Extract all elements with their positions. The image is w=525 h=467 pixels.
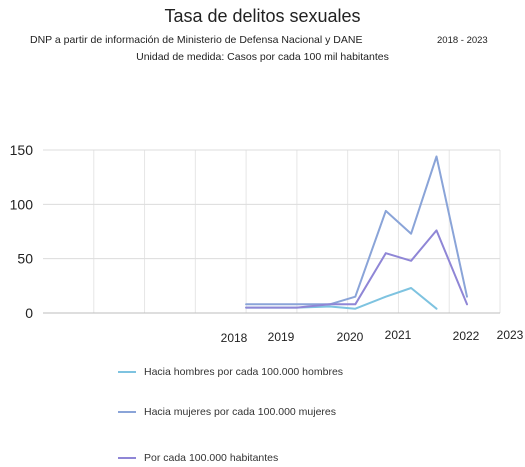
legend-label: Por cada 100.000 habitantes (144, 452, 279, 464)
x-tick-label: 2021 (385, 328, 412, 342)
y-tick-label: 50 (17, 251, 33, 267)
legend-item: Hacia hombres por cada 100.000 hombres (118, 363, 343, 381)
series-line-1 (245, 287, 438, 310)
legend-item: Por cada 100.000 habitantes (118, 449, 278, 467)
x-tick-label: 2022 (453, 329, 480, 343)
series-lines (245, 155, 468, 310)
x-tick-label: 2019 (268, 330, 295, 344)
line-chart: 0 50 100 150 2018 2019 2020 2021 2022 2023 (10, 142, 524, 345)
y-tick-label: 100 (10, 196, 34, 212)
vertical-gridlines (93, 150, 501, 313)
y-tick-label: 150 (10, 142, 34, 158)
chart-period: 2018 - 2023 (437, 35, 488, 46)
legend-item: Hacia mujeres por cada 100.000 mujeres (118, 403, 336, 421)
legend-swatch (118, 411, 136, 413)
chart-unit-subtitle: Unidad de medida: Casos por cada 100 mil… (136, 51, 389, 63)
y-tick-label: 0 (25, 305, 33, 321)
chart-title: Tasa de delitos sexuales (164, 6, 361, 26)
series-line-3 (245, 229, 468, 309)
x-tick-label: 2023 (497, 328, 524, 342)
legend-swatch (118, 457, 136, 459)
x-axis-ticks: 2018 2019 2020 2021 2022 2023 (221, 328, 524, 345)
legend-swatch (118, 371, 136, 373)
x-tick-label: 2018 (221, 331, 248, 345)
y-axis-ticks: 0 50 100 150 (10, 142, 34, 321)
horizontal-gridlines (43, 149, 500, 314)
x-tick-label: 2020 (337, 330, 364, 344)
series-line-2 (245, 155, 468, 306)
legend-label: Hacia hombres por cada 100.000 hombres (144, 366, 344, 378)
legend-label: Hacia mujeres por cada 100.000 mujeres (144, 406, 337, 418)
chart-subtitle: DNP a partir de información de Ministeri… (30, 34, 363, 46)
